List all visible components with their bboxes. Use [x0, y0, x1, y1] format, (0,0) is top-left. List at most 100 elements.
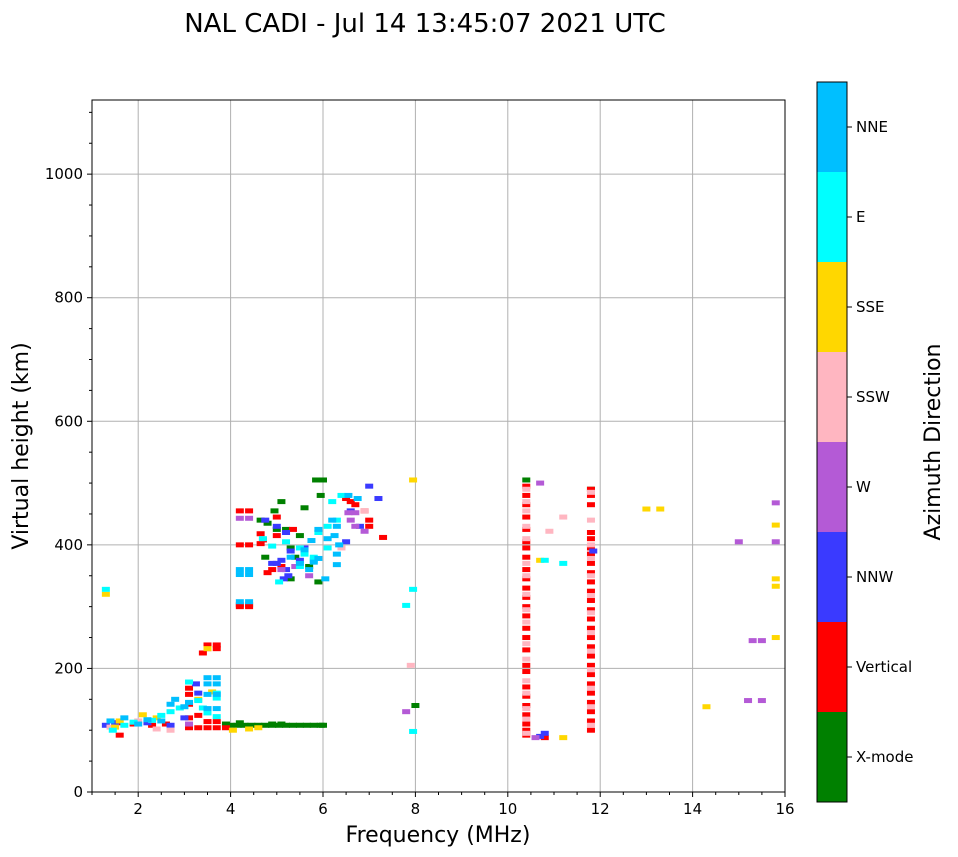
- data-point-sse: [771, 583, 780, 589]
- data-point-nne: [235, 572, 244, 578]
- data-point-ssw: [522, 560, 531, 566]
- data-point-vertical: [212, 646, 221, 652]
- data-point-vertical: [522, 721, 531, 727]
- data-point-nnw: [277, 557, 286, 563]
- data-point-ssw: [586, 573, 595, 579]
- data-point-w: [305, 573, 314, 579]
- data-point-ssw: [522, 690, 531, 696]
- data-point-nne: [134, 721, 143, 727]
- data-point-vertical: [245, 602, 254, 608]
- data-point-vertical: [342, 496, 351, 502]
- data-point-w: [757, 638, 766, 644]
- data-point-e: [258, 536, 267, 542]
- data-point-ssw: [545, 528, 554, 534]
- data-point-vertical: [522, 613, 531, 619]
- data-point-x-mode: [247, 722, 256, 728]
- data-point-nne: [106, 718, 115, 724]
- data-point-sse: [101, 591, 110, 597]
- colorbar-tick-label: SSW: [856, 388, 890, 406]
- colorbar-tick-label: Vertical: [856, 658, 912, 676]
- data-point-w: [277, 567, 286, 573]
- colorbar-tick-label: E: [856, 208, 865, 226]
- colorbar-segment: [817, 262, 847, 352]
- data-point-sse: [771, 635, 780, 641]
- data-point-e: [203, 710, 212, 716]
- data-point-vertical: [586, 709, 595, 715]
- data-point-x-mode: [282, 722, 291, 728]
- data-point-ssw: [586, 648, 595, 654]
- data-point-vertical: [522, 684, 531, 690]
- data-point-nne: [353, 496, 362, 502]
- data-point-sse: [203, 646, 212, 652]
- data-point-e: [337, 492, 346, 498]
- data-point-ssw: [337, 545, 346, 551]
- x-tick-label: 4: [226, 800, 236, 818]
- data-point-nnw: [282, 530, 291, 535]
- data-point-nnw: [180, 715, 189, 721]
- data-point-vertical: [522, 712, 531, 718]
- data-point-vertical: [522, 539, 531, 545]
- data-point-nnw: [101, 722, 110, 728]
- data-point-nne: [335, 542, 344, 548]
- data-point-nne: [295, 560, 304, 566]
- colorbar-frame: [816, 81, 848, 803]
- data-point-vertical: [185, 715, 194, 721]
- data-point-vertical: [256, 531, 265, 537]
- data-point-nne: [235, 567, 244, 573]
- data-point-vertical: [522, 604, 531, 610]
- data-point-vertical: [212, 719, 221, 725]
- data-point-vertical: [522, 625, 531, 631]
- data-point-vertical: [235, 508, 244, 514]
- data-point-vertical: [586, 588, 595, 594]
- data-point-nne: [171, 696, 180, 702]
- colorbar-segment: [817, 352, 847, 442]
- data-point-nnw: [166, 722, 175, 728]
- data-point-x-mode: [309, 722, 318, 728]
- data-point-vertical: [586, 536, 595, 542]
- data-point-x-mode: [314, 579, 323, 585]
- data-point-e: [212, 695, 221, 701]
- data-point-x-mode: [316, 492, 325, 498]
- data-point-sse: [115, 718, 124, 724]
- data-point-nnw: [295, 557, 304, 563]
- x-axis-label: Frequency (MHz): [346, 823, 531, 848]
- data-point-vertical: [522, 669, 531, 675]
- data-point-vertical: [277, 563, 286, 569]
- colorbar-label: Azimuth Direction: [921, 343, 946, 540]
- data-point-x-mode: [263, 520, 272, 526]
- data-point-vertical: [522, 594, 531, 600]
- data-point-w: [744, 698, 753, 704]
- data-point-vertical: [586, 625, 595, 631]
- data-point-ssw: [106, 724, 115, 730]
- data-point-e: [148, 717, 157, 723]
- data-point-e: [101, 586, 110, 592]
- data-point-vertical: [194, 725, 203, 731]
- data-point-sse: [254, 725, 263, 731]
- data-point-x-mode: [277, 499, 286, 505]
- data-point-vertical: [540, 735, 549, 741]
- data-point-vertical: [522, 576, 531, 582]
- data-point-w: [351, 510, 360, 516]
- data-point-ssw: [586, 630, 595, 636]
- colorbar-tick-label: NNW: [856, 568, 893, 586]
- data-point-nne: [203, 681, 212, 687]
- data-point-ssw: [522, 536, 531, 542]
- data-point-w: [344, 510, 353, 516]
- data-point-w: [346, 517, 355, 523]
- colorbar-segment: [817, 712, 847, 802]
- data-point-e: [300, 551, 309, 557]
- data-point-e: [323, 523, 332, 529]
- colorbar-tick-label: SSE: [856, 298, 885, 316]
- data-point-w: [536, 480, 545, 486]
- data-point-nne: [344, 492, 353, 498]
- data-point-w: [748, 638, 757, 644]
- data-point-vertical: [586, 644, 595, 650]
- data-point-vertical: [586, 579, 595, 585]
- colorbar-tick-label: NNE: [856, 118, 888, 136]
- data-point-vertical: [351, 502, 360, 508]
- data-point-ssw: [522, 573, 531, 579]
- data-point-vertical: [235, 542, 244, 548]
- x-tick-label: 2: [133, 800, 143, 818]
- data-point-ssw: [360, 508, 369, 514]
